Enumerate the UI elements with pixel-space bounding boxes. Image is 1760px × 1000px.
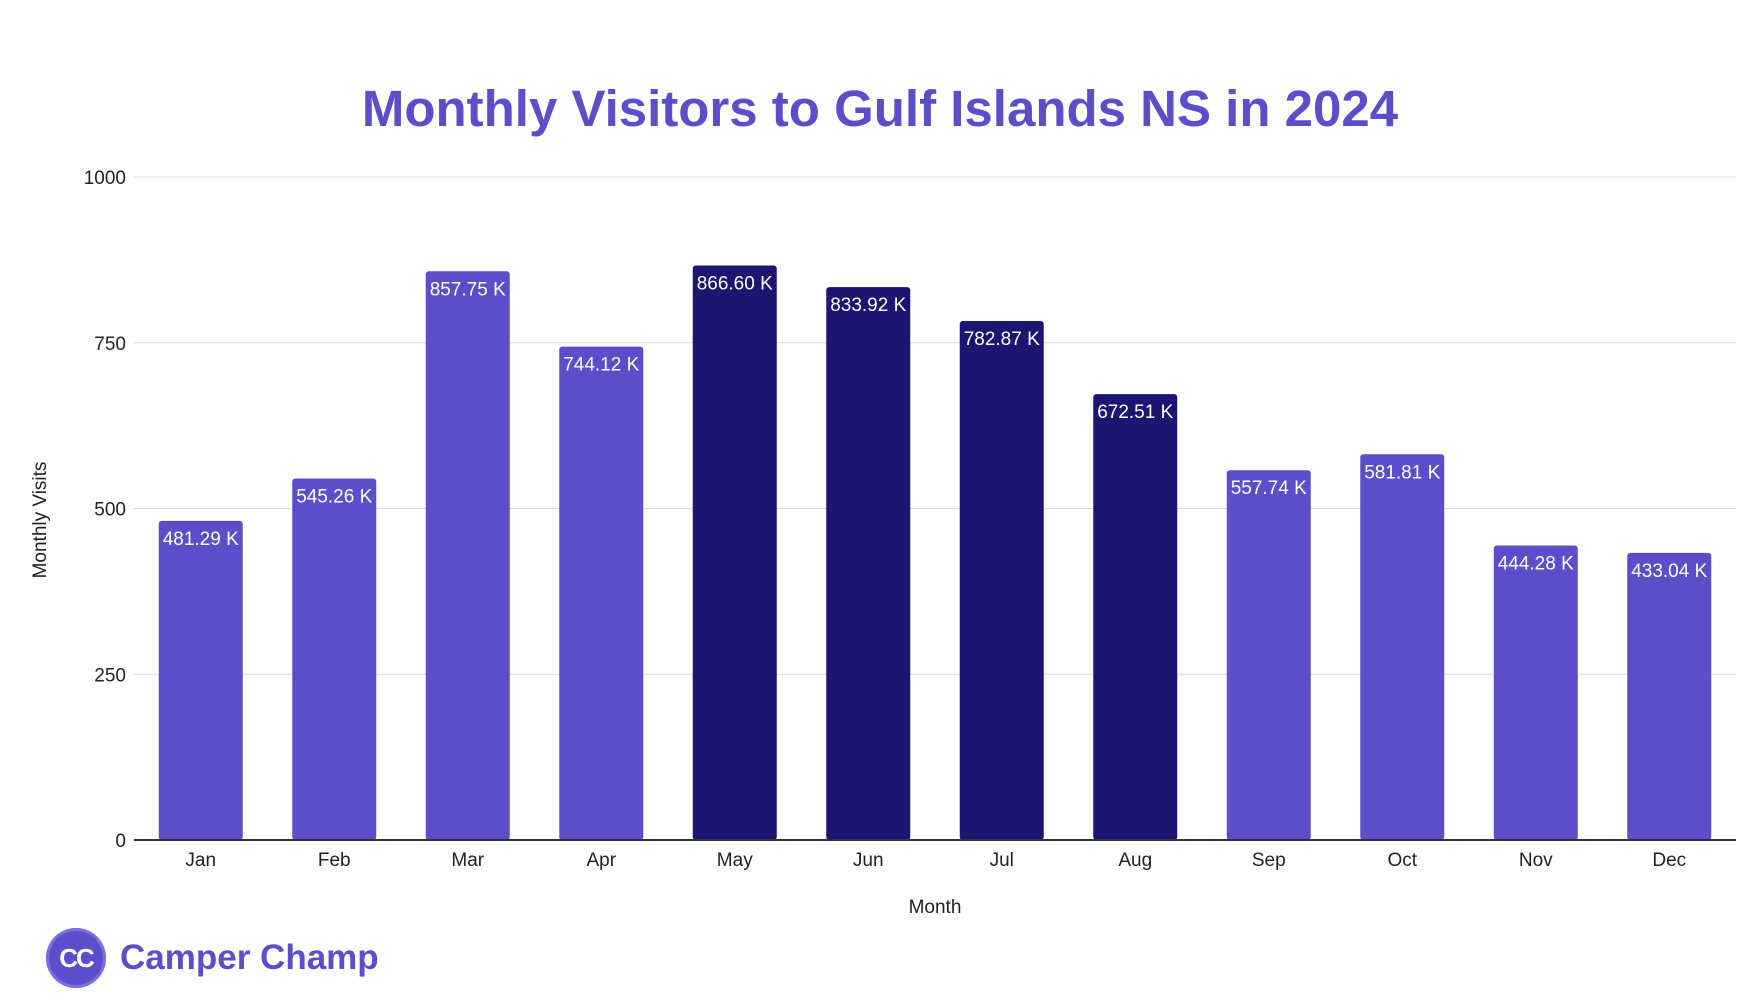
bar-data-label: 433.04 K	[1631, 561, 1707, 582]
y-tick-label: 250	[94, 665, 126, 686]
x-tick-label: Jan	[185, 850, 216, 871]
bar-data-label: 545.26 K	[296, 486, 372, 507]
bar-data-label: 866.60 K	[697, 273, 773, 294]
x-tick-label: Feb	[318, 850, 351, 871]
y-tick-label: 0	[115, 831, 126, 852]
bar	[559, 346, 644, 840]
bar	[1093, 394, 1178, 840]
chart-title: Monthly Visitors to Gulf Islands NS in 2…	[362, 80, 1399, 137]
bars	[158, 265, 1712, 841]
bar	[692, 265, 777, 840]
bar-data-label: 782.87 K	[964, 329, 1040, 350]
bar	[959, 320, 1044, 841]
bar	[1627, 552, 1712, 840]
x-tick-label: Oct	[1387, 850, 1417, 871]
brand-logo: CC Camper Champ	[46, 928, 379, 988]
y-tick-label: 750	[94, 334, 126, 355]
y-tick-label: 500	[94, 500, 126, 521]
bar-data-labels: 481.29 K 545.26 K 857.75 K 744.12 K 866.60 K…	[163, 273, 1708, 581]
x-tick-label: Nov	[1519, 850, 1553, 871]
x-tick-label: Sep	[1252, 850, 1286, 871]
x-tick-label: May	[717, 850, 753, 871]
bar	[826, 287, 911, 840]
bar-data-label: 581.81 K	[1364, 462, 1440, 483]
logo-monogram: CC	[59, 942, 95, 973]
bar-data-label: 444.28 K	[1498, 553, 1574, 574]
bar	[292, 478, 377, 840]
x-tick-label: Aug	[1118, 850, 1152, 871]
bar-data-label: 481.29 K	[163, 529, 239, 550]
x-tick-label: Mar	[451, 850, 484, 871]
brand-name: Camper Champ	[120, 938, 379, 977]
bar	[1493, 545, 1578, 840]
bar-data-label: 672.51 K	[1097, 402, 1173, 423]
x-tick-label: Dec	[1652, 850, 1686, 871]
y-axis-ticks: 0 250 500 750 1000	[84, 168, 126, 852]
bar	[158, 520, 243, 840]
bar-data-label: 557.74 K	[1231, 478, 1307, 499]
y-axis-title: Monthly Visits	[30, 462, 51, 579]
logo-icon: CC	[46, 928, 106, 988]
x-tick-label: Apr	[586, 850, 616, 871]
gridlines	[134, 176, 1736, 675]
x-tick-label: Jun	[853, 850, 884, 871]
bar-data-label: 744.12 K	[563, 355, 639, 376]
bar	[1226, 470, 1311, 840]
x-axis-title: Month	[909, 897, 962, 918]
bar	[1360, 454, 1445, 840]
bar	[425, 271, 510, 840]
y-tick-label: 1000	[84, 168, 126, 189]
bar-data-label: 833.92 K	[830, 295, 906, 316]
x-tick-label: Jul	[990, 850, 1014, 871]
x-axis-ticks: Jan Feb Mar Apr May Jun Jul Aug Sep Oct Nov Dec	[185, 850, 1686, 871]
bar-data-label: 857.75 K	[430, 279, 506, 300]
